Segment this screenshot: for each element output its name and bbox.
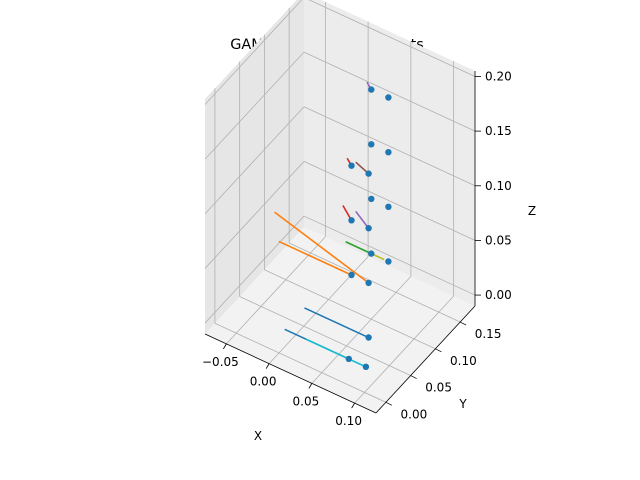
z-grid-back: [303, 51, 476, 132]
gama-segment: [274, 211, 370, 284]
y-tick-label: 0.10: [450, 354, 477, 368]
z-grid-back: [303, 106, 476, 187]
gama-segment: [278, 240, 352, 276]
left-wall-pane: [205, 0, 304, 334]
z-axis-label: Z: [528, 204, 536, 218]
y-tick-label: 0.00: [401, 407, 428, 421]
collocation-point: [362, 363, 370, 370]
collocation-point: [385, 149, 392, 156]
x-tick-mark: [223, 343, 227, 350]
y-grid-floor: [214, 322, 387, 403]
collocation-point: [365, 279, 372, 287]
gama-segment: [305, 338, 367, 368]
x-grid-floor: [354, 295, 454, 404]
z-tick-label: 0.10: [485, 179, 512, 193]
y-tick-mark: [410, 375, 417, 379]
z-tick-label: 0.05: [485, 233, 512, 247]
z-grid-back: [303, 161, 476, 241]
collocation-point: [385, 258, 392, 265]
x-tick-label: −0.05: [202, 355, 239, 369]
z-grid-left: [204, 51, 305, 160]
gama-segment: [355, 210, 370, 229]
x-tick-label: 0.00: [250, 375, 277, 389]
axis-panes: [205, 0, 475, 413]
collocation-point: [348, 271, 355, 279]
z-grid-back: [308, 0, 476, 77]
z-grid-back: [303, 215, 476, 296]
collocation-point: [365, 225, 372, 232]
y-grid-floor: [239, 296, 411, 376]
y-tick-label: 0.15: [475, 327, 502, 341]
collocation-point: [368, 195, 375, 203]
z-grid-left: [204, 215, 305, 324]
collocation-point: [368, 250, 375, 257]
y-grid-floor: [288, 242, 461, 323]
y-tick-mark: [435, 348, 442, 353]
y-axis-label: Y: [458, 397, 467, 411]
grid-lines: [204, 0, 476, 404]
y-tick-mark: [459, 321, 467, 326]
collocation-point: [365, 170, 372, 177]
x-grid-floor: [311, 276, 412, 384]
x-axis-label: X: [254, 429, 262, 443]
x-tick-mark: [351, 402, 355, 409]
x-tick-label: 0.05: [293, 394, 320, 408]
collocation-point: [348, 217, 355, 224]
z-tick-label: 0.20: [485, 70, 512, 84]
gama-segment: [304, 307, 369, 339]
collocation-point: [365, 334, 372, 341]
collocation-point: [368, 141, 375, 148]
z-grid-left: [204, 0, 303, 105]
collocation-point: [348, 162, 355, 169]
y-tick-mark: [385, 401, 393, 406]
axis-lines: [204, 71, 476, 414]
collocation-point: [385, 203, 392, 210]
z-tick-label: 0.00: [485, 288, 512, 302]
tick-labels: −0.05 0.00 0.05 0.10 0.00 0.05 0.10 0.15 0.00 0.0…: [202, 70, 512, 429]
x-tick-label: 0.10: [335, 414, 362, 428]
z-grid-left: [204, 161, 305, 269]
collocation-point: [385, 94, 392, 101]
x-tick-mark: [308, 383, 313, 389]
data-series: [274, 81, 392, 370]
y-axis-line: [375, 305, 476, 414]
y-grid-floor: [264, 269, 436, 350]
collocation-point: [368, 86, 375, 93]
z-grid-left: [204, 106, 305, 215]
z-tick-label: 0.15: [485, 124, 512, 138]
collocation-point: [345, 355, 352, 363]
x-axis-line: [204, 333, 377, 414]
x-tick-mark: [265, 363, 270, 369]
gama-segment: [345, 241, 372, 255]
y-tick-label: 0.05: [425, 381, 452, 395]
